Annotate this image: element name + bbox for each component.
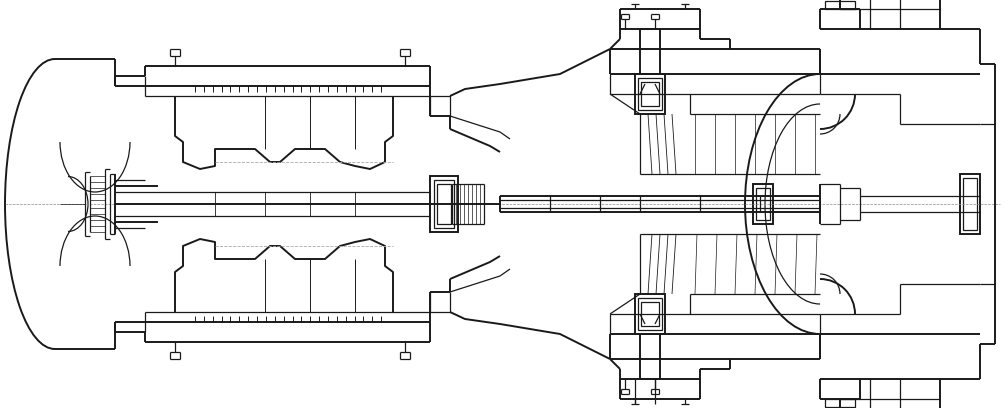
- Bar: [960, 174, 980, 234]
- Bar: [641, 302, 659, 326]
- Bar: [437, 184, 451, 224]
- Bar: [430, 176, 458, 232]
- Bar: [825, 399, 855, 407]
- Bar: [641, 82, 659, 106]
- Bar: [825, 1, 855, 9]
- Bar: [434, 180, 454, 228]
- Bar: [756, 188, 770, 220]
- Bar: [635, 294, 665, 334]
- Bar: [963, 178, 977, 230]
- Bar: [635, 74, 665, 114]
- Bar: [638, 78, 662, 110]
- Bar: [638, 298, 662, 330]
- Bar: [753, 184, 773, 224]
